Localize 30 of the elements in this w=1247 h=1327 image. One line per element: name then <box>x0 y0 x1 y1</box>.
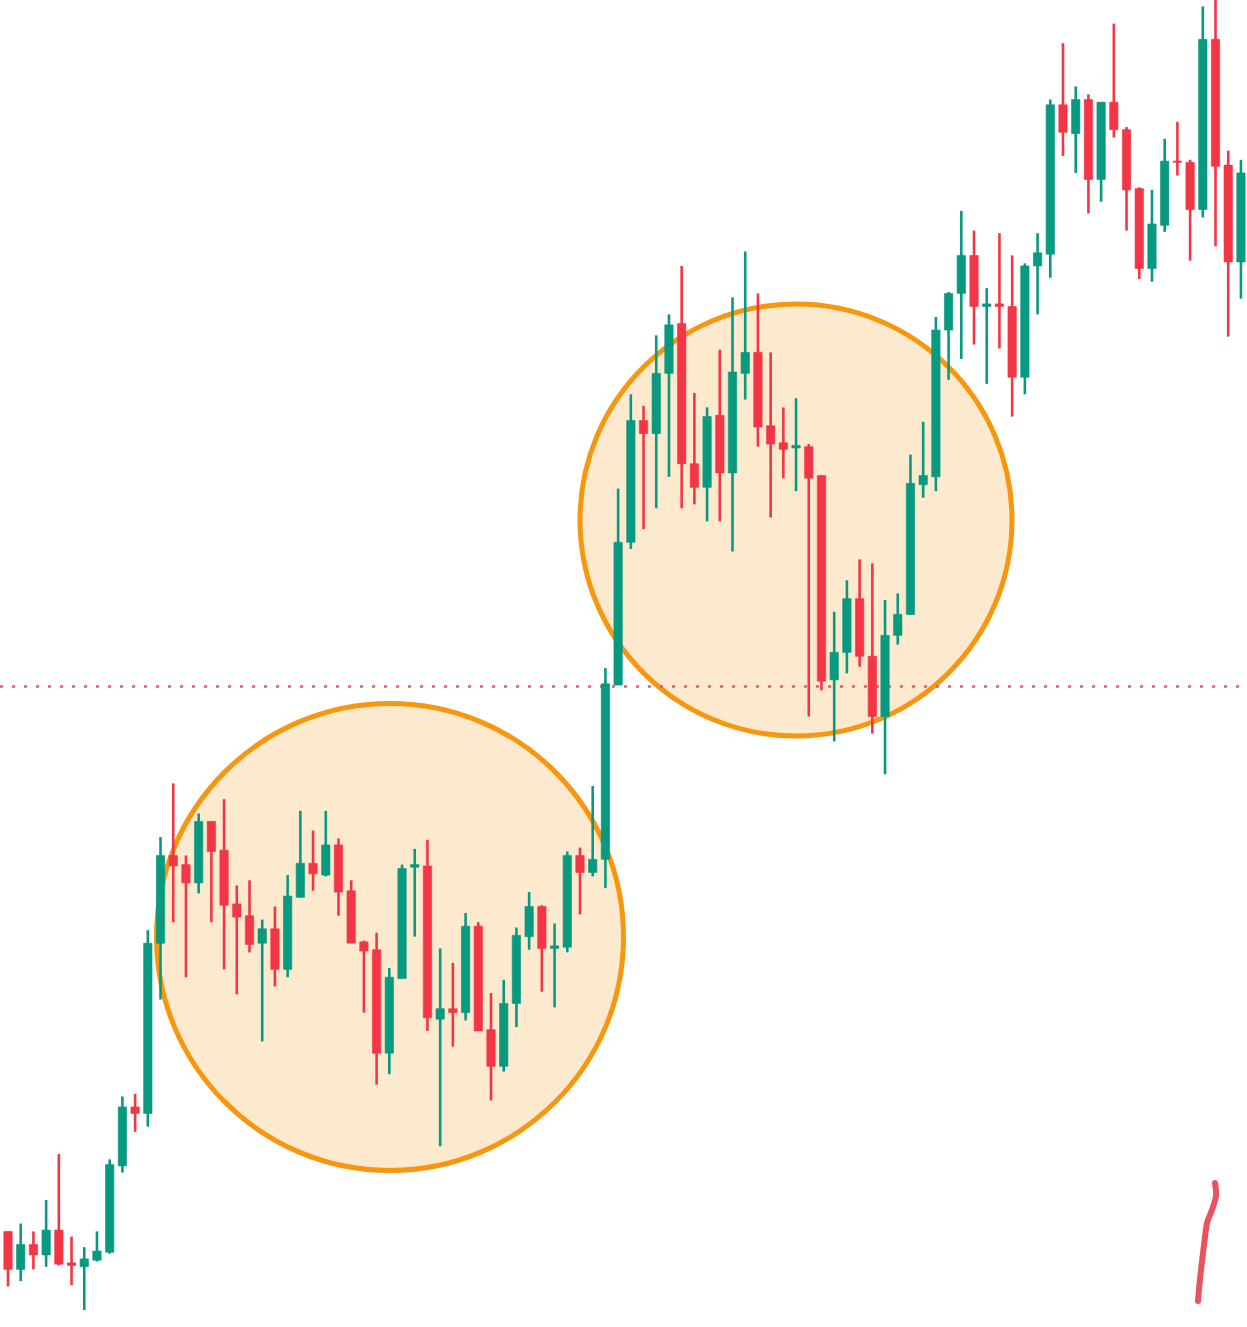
candlestick <box>550 922 560 1009</box>
candlestick <box>448 961 458 1048</box>
candlestick <box>639 404 649 531</box>
candlestick <box>740 250 750 401</box>
candlestick <box>982 286 992 386</box>
candlestick <box>79 1245 89 1312</box>
candlestick <box>435 947 445 1148</box>
candlestick <box>1172 120 1182 177</box>
candlestick <box>778 406 788 480</box>
candlestick <box>804 442 814 718</box>
candlestick <box>410 847 420 938</box>
candlestick <box>308 829 318 893</box>
candlestick <box>168 782 178 924</box>
candlestick <box>791 396 801 493</box>
candlestick <box>28 1230 38 1271</box>
candlestick <box>588 784 598 878</box>
candlestick <box>766 351 776 519</box>
candlestick <box>67 1235 77 1287</box>
candlestick <box>893 592 903 646</box>
candlestick <box>994 231 1004 350</box>
candlestick <box>1033 231 1043 316</box>
candlestick <box>130 1092 140 1134</box>
candlestick <box>689 391 699 506</box>
candlestick <box>359 939 369 1014</box>
candlestick <box>918 420 928 500</box>
candlestick <box>181 854 191 979</box>
candlestick <box>232 884 242 996</box>
candlestick <box>575 846 585 916</box>
candlestick <box>92 1230 102 1263</box>
candlestick <box>257 918 267 1043</box>
